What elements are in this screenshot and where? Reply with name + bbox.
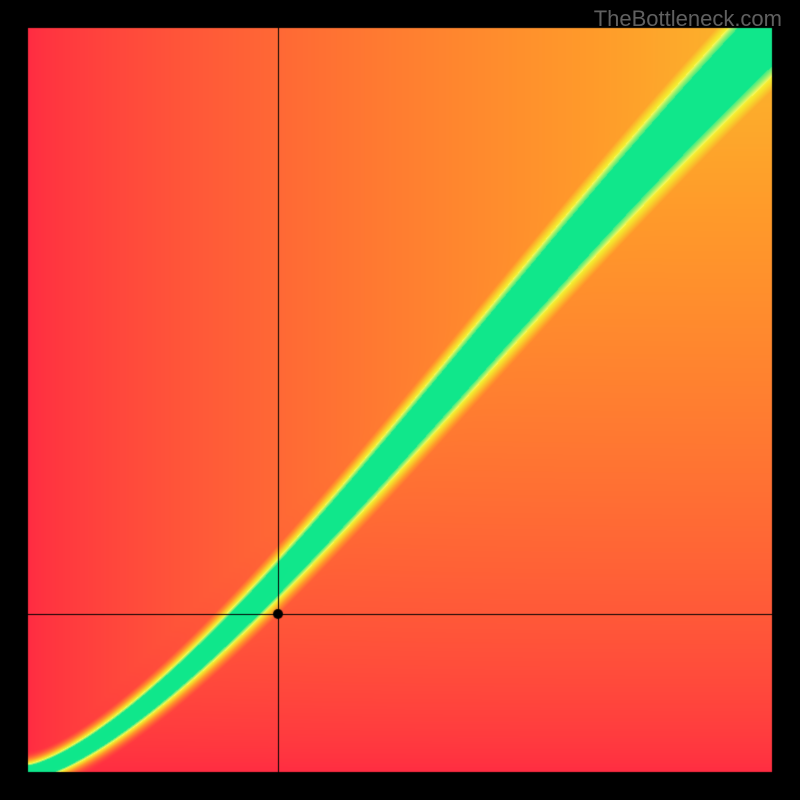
chart-container: TheBottleneck.com [0, 0, 800, 800]
watermark-text: TheBottleneck.com [594, 6, 782, 32]
heatmap-canvas [0, 0, 800, 800]
